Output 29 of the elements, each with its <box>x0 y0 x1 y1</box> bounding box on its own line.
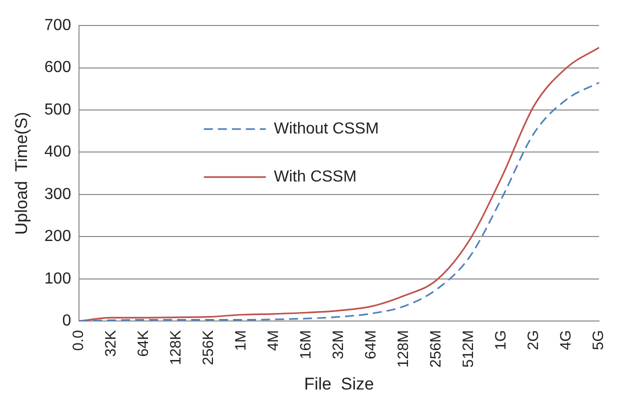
y-tick-label: 200 <box>44 228 72 246</box>
x-tick-label: 4M <box>265 330 282 351</box>
legend-label: Without CSSM <box>274 120 379 138</box>
x-tick-label: 256K <box>200 330 218 366</box>
x-tick-label: 32K <box>102 330 120 357</box>
x-tick-label: 1G <box>492 330 510 350</box>
y-tick-label: 700 <box>44 17 72 34</box>
y-tick-label: 400 <box>44 144 72 161</box>
y-axis-title: Upload Time(S) <box>12 112 31 235</box>
legend-label: With CSSM <box>274 168 357 186</box>
y-tick-label: 600 <box>44 59 72 76</box>
x-tick-label: 64K <box>135 330 152 357</box>
x-tick-label: 32M <box>330 330 348 360</box>
x-tick-label: 0.0 <box>70 330 88 351</box>
x-tick-label: 2G <box>525 330 542 350</box>
x-tick-label: 16M <box>298 330 315 360</box>
y-tick-label: 300 <box>44 186 72 203</box>
x-tick-label: 64M <box>362 330 380 360</box>
y-tick-label: 0 <box>62 312 72 330</box>
x-tick-label: 128K <box>168 330 185 366</box>
x-axis-title: File Size <box>304 374 374 394</box>
x-tick-label: 5G <box>590 330 608 350</box>
x-tick-label: 1M <box>232 330 250 351</box>
y-tick-label: 100 <box>44 270 72 288</box>
x-tick-label: 512M <box>460 330 478 368</box>
x-tick-label: 4G <box>558 330 575 350</box>
x-tick-label: 128M <box>395 330 412 368</box>
y-tick-label: 500 <box>44 101 72 118</box>
x-tick-label: 256M <box>428 330 445 368</box>
